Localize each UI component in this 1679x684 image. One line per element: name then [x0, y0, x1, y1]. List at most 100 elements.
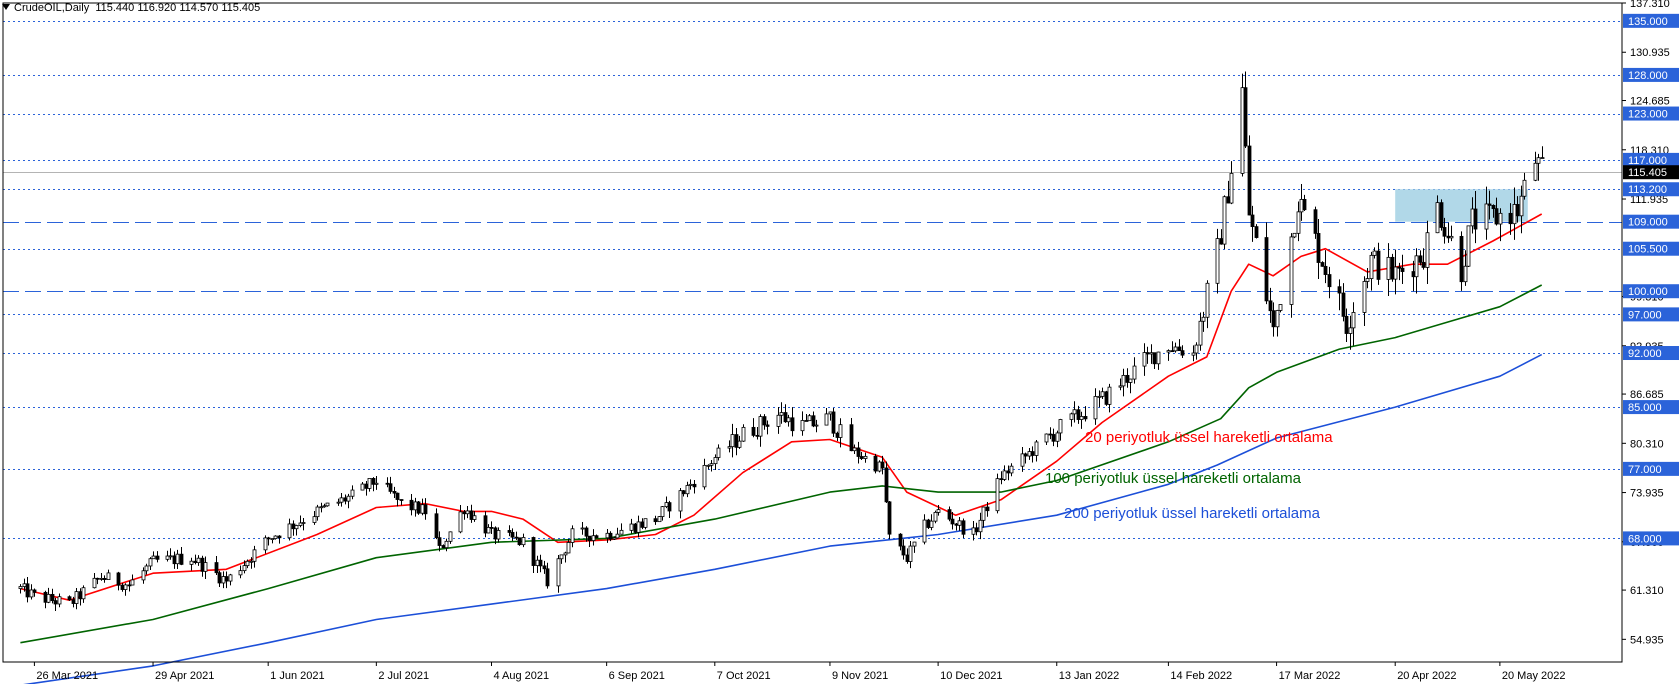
time-tick-label: 2 Jul 2021	[378, 670, 429, 682]
candle-body	[123, 584, 128, 590]
candle-body	[413, 501, 418, 511]
candle-body	[25, 583, 30, 598]
level-label: 117.000	[1628, 155, 1667, 167]
candle-body	[1369, 254, 1374, 279]
level-label-box	[1623, 106, 1679, 121]
candle-body	[612, 537, 617, 540]
candle-body	[1072, 409, 1077, 415]
candle-body	[1449, 235, 1454, 239]
candle-body	[322, 505, 327, 508]
candle-body	[294, 525, 299, 530]
candle-body	[922, 519, 927, 543]
candle-body	[1264, 237, 1269, 302]
candle-body	[730, 434, 735, 448]
level-label-box	[1623, 400, 1679, 415]
candle-body	[570, 528, 575, 543]
candle-body	[1292, 232, 1297, 238]
candle-body	[1271, 310, 1276, 328]
candle-body	[657, 516, 662, 523]
candle-body	[1442, 227, 1447, 237]
time-tick-label: 29 Apr 2021	[155, 670, 214, 682]
price-tick-label: 130.935	[1630, 47, 1670, 59]
candle-body	[1463, 265, 1468, 283]
plot-frame	[2, 2, 1623, 663]
candle-body	[1365, 278, 1370, 282]
candle-body	[1240, 87, 1245, 174]
price-tick-label: 54.935	[1630, 634, 1664, 646]
candle-body	[1034, 441, 1039, 456]
candle-body	[1058, 419, 1063, 434]
candle-body	[287, 523, 292, 539]
zone-layer	[1395, 189, 1528, 222]
candle-body	[950, 518, 955, 525]
price-tick-label: 61.310	[1630, 585, 1664, 597]
candle-body	[71, 599, 76, 604]
candle-body	[374, 482, 379, 485]
candle-body	[1128, 378, 1133, 383]
candle-body	[517, 537, 522, 546]
candle-body	[32, 589, 37, 593]
candle-body	[1083, 416, 1088, 420]
candle-body	[469, 510, 474, 520]
ohlc-readout: 115.440 116.920 114.570 115.405	[95, 2, 261, 14]
candle-body	[563, 552, 568, 556]
candle-body	[1076, 409, 1081, 420]
candle-body	[884, 467, 889, 503]
legend-entry-2: 100 periyotluk üssel hareketli ortalama	[1045, 470, 1302, 487]
candle-body	[709, 463, 714, 466]
candle-body	[221, 576, 226, 584]
level-label-box	[1623, 307, 1679, 322]
level-label: 85.000	[1628, 402, 1662, 414]
candle-body	[266, 537, 271, 540]
candle-body	[1142, 352, 1147, 367]
candle-body	[462, 511, 467, 515]
candle-body	[1515, 204, 1520, 217]
candle-body	[339, 497, 344, 503]
candle-body	[734, 434, 739, 448]
candle-body	[538, 559, 543, 567]
candle-body	[228, 574, 233, 582]
candle-body	[81, 587, 86, 600]
level-label: 105.500	[1628, 244, 1668, 256]
candle-body	[1201, 316, 1206, 322]
candle-body	[50, 593, 55, 602]
candle-body	[46, 593, 51, 603]
candle-body	[859, 456, 864, 459]
candle-body	[242, 565, 247, 572]
candle-body	[95, 577, 100, 580]
candle-body	[1341, 292, 1346, 317]
candle-body	[1069, 413, 1074, 420]
level-label: 123.000	[1628, 109, 1668, 121]
collapse-triangle-icon[interactable]	[2, 4, 10, 10]
candle-body	[1100, 391, 1105, 397]
candle-body	[702, 464, 707, 488]
level-label-box	[1623, 346, 1679, 361]
candle-body	[762, 416, 767, 426]
candle-body	[1327, 274, 1332, 288]
candle-body	[591, 535, 596, 541]
candle-body	[175, 553, 180, 565]
candle-body	[1302, 198, 1307, 211]
candle-body	[1222, 196, 1227, 245]
candle-body	[493, 527, 498, 540]
legend-entry-3: 200 periyotluk üssel hareketli ortalama	[1064, 505, 1321, 522]
candle-body	[1393, 266, 1398, 280]
candle-body	[1104, 391, 1109, 405]
candle-body	[758, 416, 763, 437]
candle-body	[388, 483, 393, 492]
candle-body	[863, 455, 868, 459]
candle-body	[811, 415, 816, 427]
candle-body	[1411, 271, 1416, 278]
symbol-label: CrudeOIL,Daily	[14, 2, 90, 14]
candle-body	[1296, 211, 1301, 234]
level-label-box	[1623, 461, 1679, 476]
candle-body	[116, 572, 121, 586]
candle-body	[1386, 256, 1391, 280]
candle-body	[741, 426, 746, 442]
candle-body	[1194, 344, 1199, 354]
candle-body	[779, 412, 784, 416]
candle-body	[1226, 196, 1231, 204]
candle-body	[1512, 204, 1517, 225]
candle-body	[1299, 198, 1304, 213]
